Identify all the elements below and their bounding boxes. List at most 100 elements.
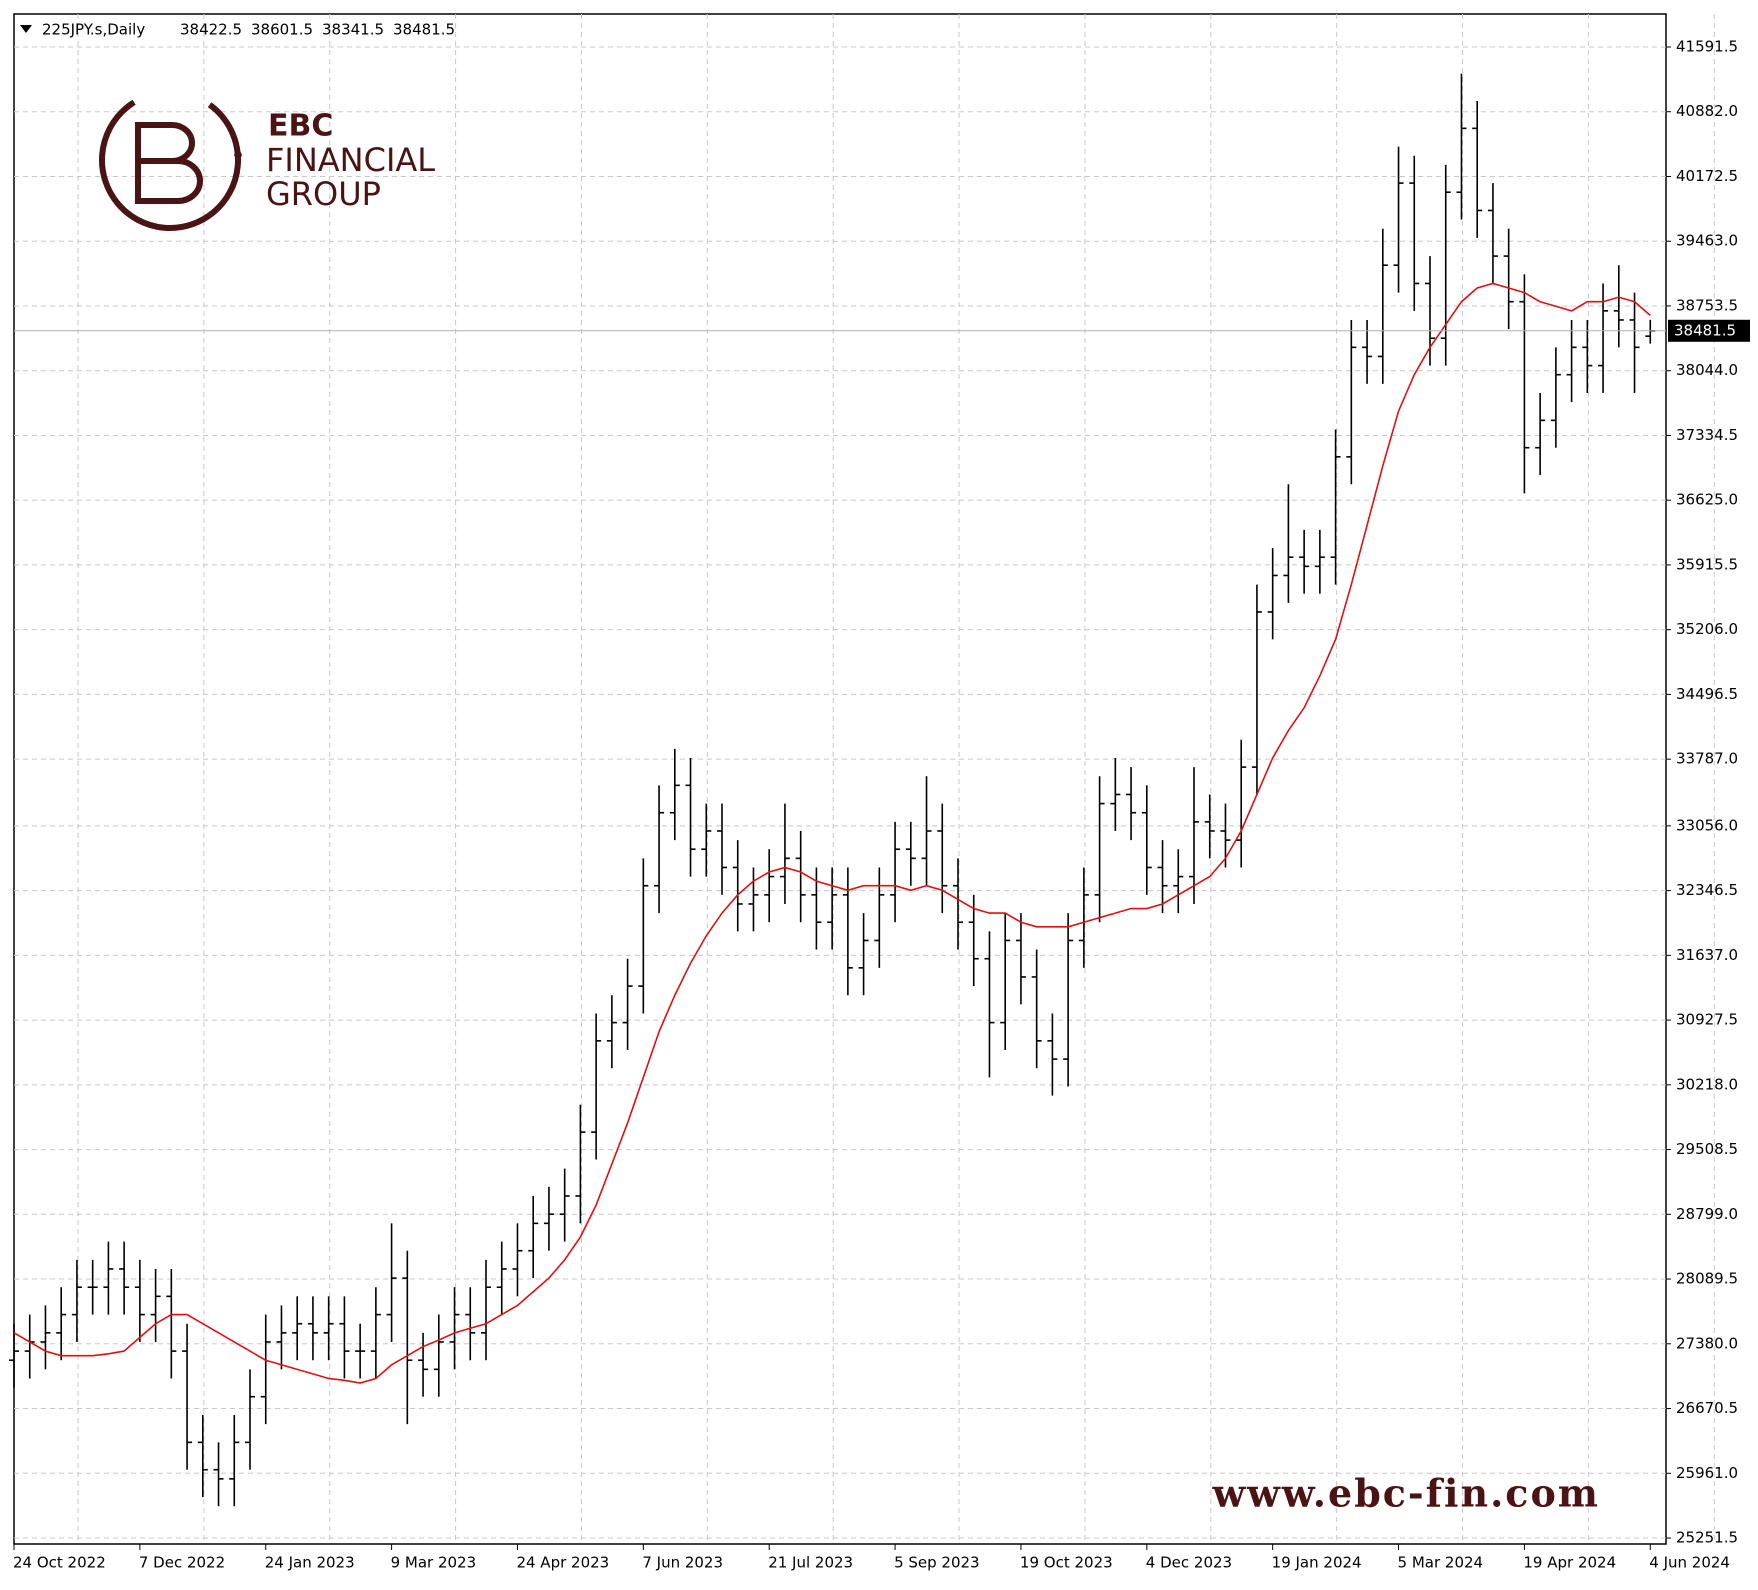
ohlc-bar [858,913,869,996]
x-tick-label: 4 Jun 2024 [1649,1554,1730,1572]
ohlc-bar [449,1287,460,1370]
logo-line: FINANCIAL [266,141,435,179]
grid [14,14,1715,1544]
x-tick-label: 19 Oct 2023 [1020,1554,1113,1572]
ohlc-bar [1629,292,1640,393]
x-tick-label: 5 Mar 2024 [1398,1554,1484,1572]
logo: EBC FINANCIAL GROUP [99,89,435,231]
ohlc-bar [134,1259,145,1342]
ohlc-bar [496,1241,507,1315]
ohlc-bar [323,1296,334,1361]
ohlc-bar [701,803,712,877]
y-tick-label: 25961.0 [1676,1464,1738,1482]
plot-frame [13,13,1667,1545]
y-tick-label: 30927.5 [1676,1011,1738,1029]
ohlc-bar [182,1323,193,1470]
ohlc-bar [229,1414,240,1507]
ohlc-bar [1251,584,1262,795]
y-tick-label: 28799.0 [1676,1205,1738,1223]
ohlc-bar [874,867,885,968]
ohlc-bar [638,858,649,1014]
header-title: 225JPY.s,Daily [42,21,145,39]
ohlc-bar [1157,840,1168,914]
ohlc-bar [1613,265,1624,348]
ohlc-bar [1362,319,1373,384]
y-tick-label: 35206.0 [1676,620,1738,638]
ohlc-bar [1299,529,1310,594]
ohlc-bar [1015,913,1026,1005]
price-label: 38481.5 [1674,321,1736,339]
ohlc-bar [1503,228,1514,330]
ohlc-bar [779,803,790,904]
ohlc-bar [103,1241,114,1315]
ohlc-bar [1346,319,1357,485]
ohlc-bar [1078,867,1089,968]
y-tick-label: 25251.5 [1676,1529,1738,1547]
y-tick-label: 40882.0 [1676,102,1738,120]
ohlc-bar [968,894,979,987]
ohlc-bar [669,748,680,841]
ohlc-bar [1267,548,1278,640]
x-tick-label: 5 Sep 2023 [894,1554,980,1572]
ohlc-bar [764,849,775,923]
logo-line: GROUP [266,175,381,213]
header-arrow [20,25,32,33]
ohlc-bar [1409,155,1420,311]
ohlc-bar [402,1250,413,1425]
ohlc-bar [213,1442,224,1507]
x-tick-label: 24 Apr 2023 [516,1554,609,1572]
ohlc-bar [890,821,901,923]
ohlc-bar [1063,913,1074,1087]
ohlc-bar [1472,100,1483,238]
y-tick-label: 38753.5 [1676,296,1738,314]
ohlc-bar [953,858,963,950]
y-tick-label: 38044.0 [1676,361,1738,379]
ohlc-bar [1031,949,1042,1069]
y-tick-label: 35915.5 [1676,555,1738,573]
y-tick-label: 26670.5 [1676,1399,1738,1417]
y-tick-label: 33056.0 [1676,816,1738,834]
ohlc-bar [1425,256,1435,366]
ohlc-bar [9,1323,19,1388]
header-value: 38601.5 [251,21,313,39]
ohlc-bar [166,1268,177,1379]
ohlc-bar [528,1195,539,1279]
ohlc-bar [1566,319,1577,403]
header: 225JPY.s,Daily 38422.5 38601.5 38341.5 3… [20,21,455,39]
ohlc-bar [606,995,617,1069]
ohlc-bar [1047,1013,1058,1096]
x-tick-label: 24 Oct 2022 [13,1554,106,1572]
x-tick-label: 19 Jan 2024 [1272,1554,1362,1572]
ohlc-bar [150,1268,161,1342]
x-tick-label: 7 Dec 2022 [139,1554,225,1572]
y-tick-label: 32346.5 [1676,881,1738,899]
y-tick-label: 39463.0 [1676,232,1738,250]
ohlc-bar [481,1259,491,1361]
ohlc-bar [119,1241,130,1315]
y-tick-label: 27380.0 [1676,1334,1738,1352]
logo-ring [99,89,241,231]
ohlc-bar [937,803,948,914]
x-tick-label: 7 Jun 2023 [642,1554,723,1572]
ohlc-bar [1189,767,1199,904]
x-tick-label: 9 Mar 2023 [391,1554,477,1572]
ohlc-bar [339,1296,350,1379]
ohlc-bar [591,1013,602,1160]
ohlc-bar [276,1305,287,1370]
ohlc-bar [622,958,633,1050]
ohlc-bar [433,1314,444,1397]
ohlc-bar [1645,319,1656,344]
y-tick-label: 29508.5 [1676,1140,1738,1158]
logo-brand: EBC [268,109,333,144]
price-label-box [1668,319,1750,342]
ohlc-bar [1314,529,1325,594]
y-tick-label: 40172.5 [1676,167,1738,185]
ohlc-bar [87,1259,98,1315]
x-tick-label: 19 Apr 2024 [1523,1554,1616,1572]
ohlc-bar [1141,785,1152,895]
ohlc-bar [1110,757,1121,831]
ohlc-bar [795,830,806,923]
ohlc-bar [292,1296,303,1361]
ohlc-bar [575,1104,586,1224]
y-tick-label: 28089.5 [1676,1270,1738,1288]
